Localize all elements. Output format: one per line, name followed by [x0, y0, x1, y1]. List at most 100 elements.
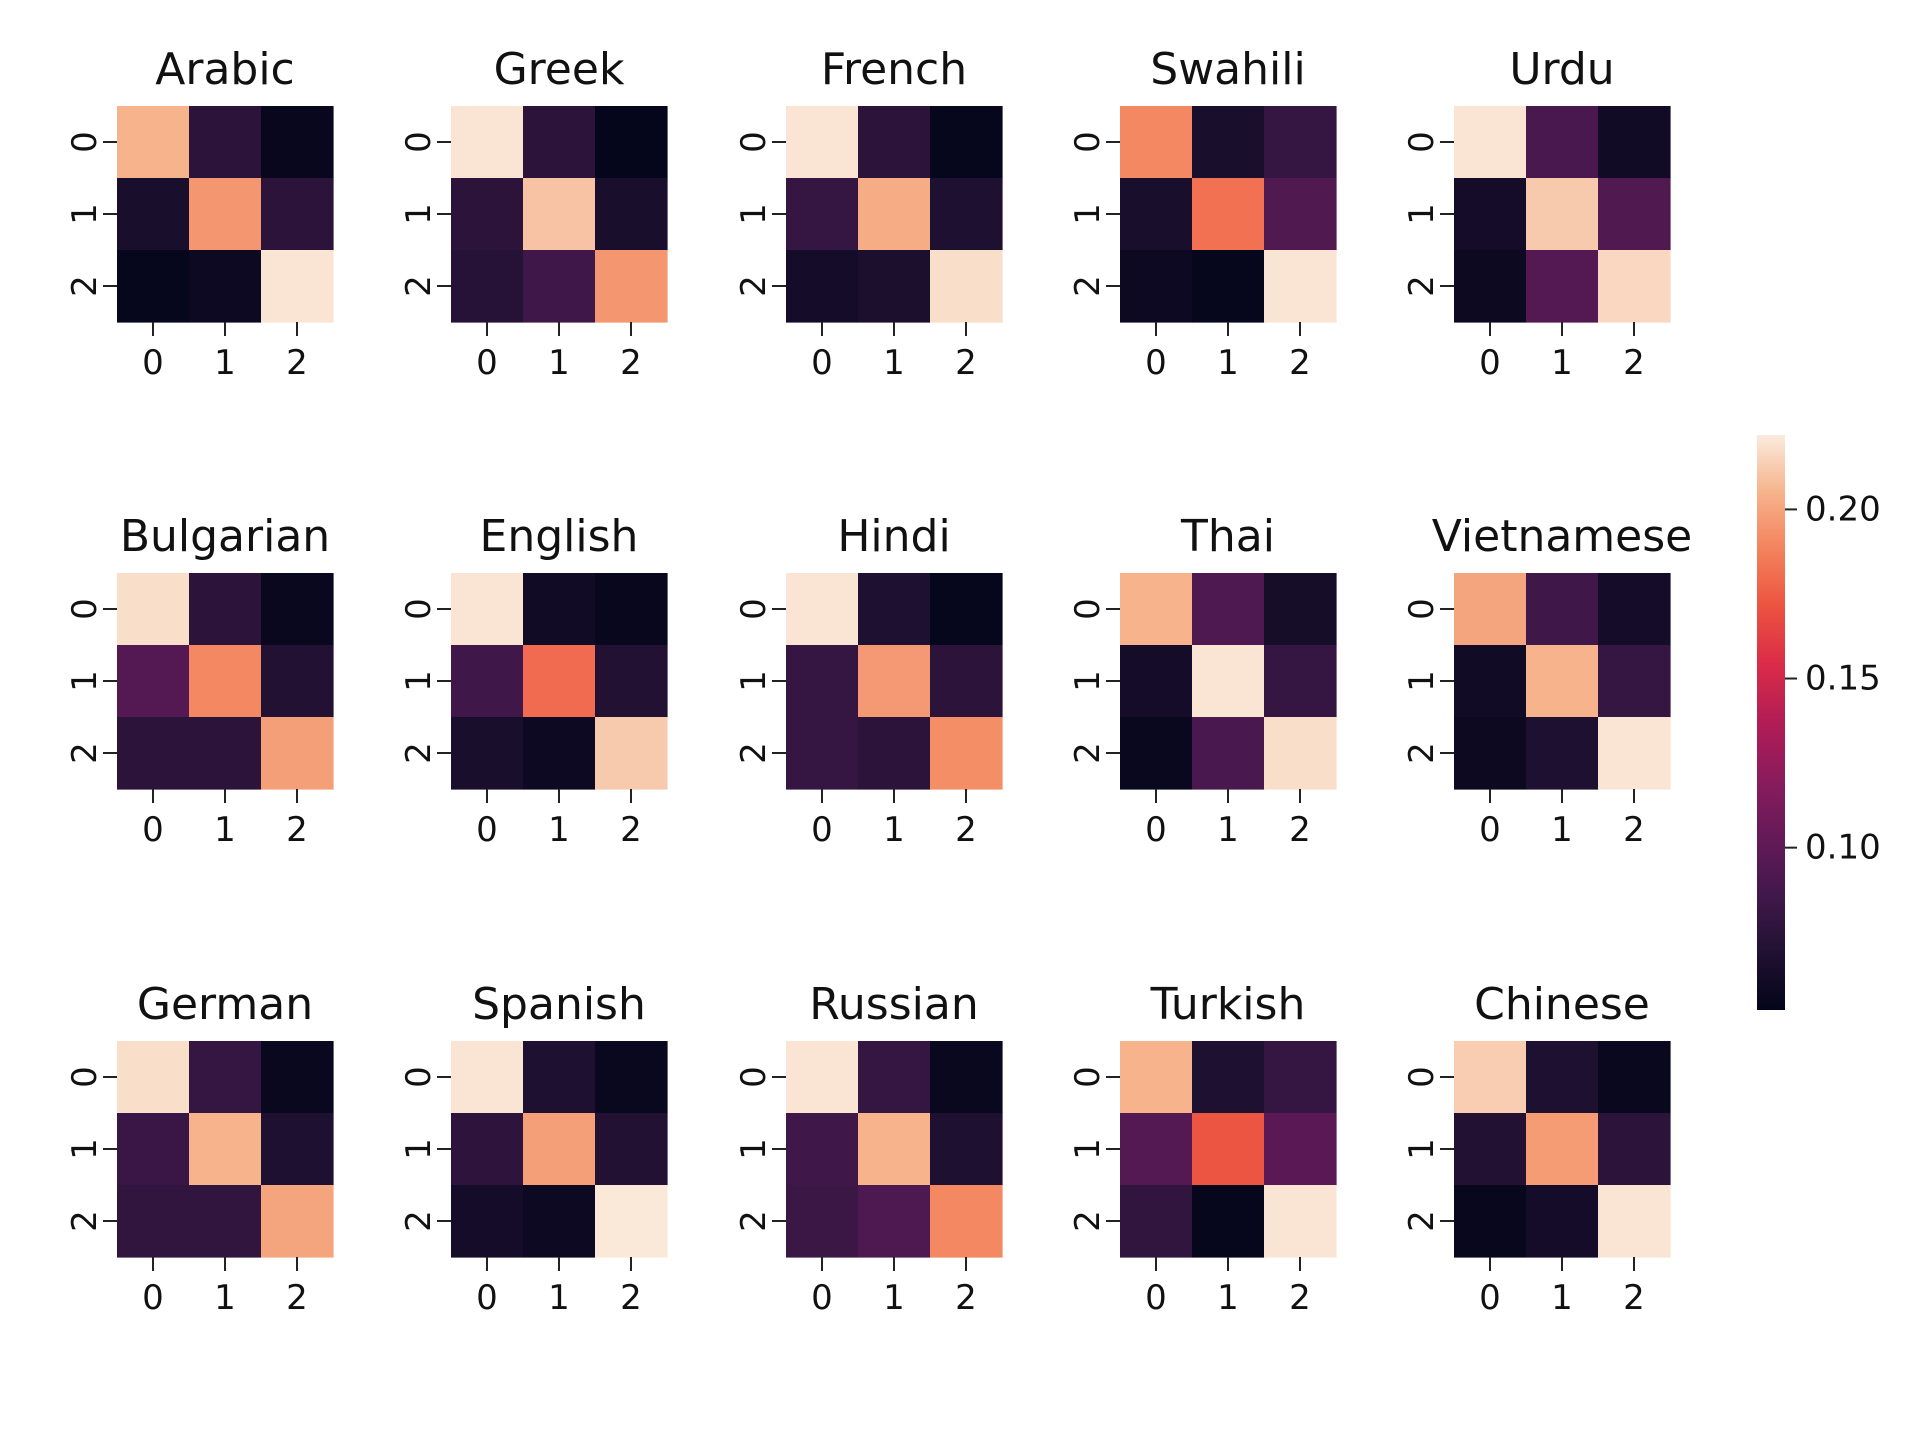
heatmap-cell-r0-c1: [1192, 1041, 1265, 1114]
heatmap-cell-r1-c1: [1192, 178, 1265, 251]
heatmap-panel-turkish: Turkish 0 1 2 0 1 2: [1068, 979, 1337, 1318]
heatmap-cell-r0-c2: [930, 1041, 1003, 1114]
heatmap-cell-r2-c2: [1264, 717, 1337, 790]
x-tick-label: 0: [1145, 810, 1167, 850]
heatmap-panel-french: French 0 1 2 0 1 2: [734, 44, 1003, 383]
x-tick-label: 0: [811, 343, 833, 383]
y-tick-label: 1: [734, 203, 774, 225]
y-tick-label: 1: [399, 203, 439, 225]
heatmap-cell-r0-c0: [1120, 106, 1193, 179]
y-tick-label: 0: [1402, 1066, 1442, 1088]
heatmap-cell-r2-c2: [261, 717, 334, 790]
x-tick-label: 2: [286, 810, 308, 850]
heatmap-cell-r0-c0: [786, 106, 859, 179]
panel-title: Chinese: [1474, 979, 1650, 1030]
heatmap-panel-arabic: Arabic 0 1 2 0 1 2: [65, 44, 334, 383]
x-tick-label: 1: [548, 343, 570, 383]
heatmap-cell-r1-c2: [1264, 645, 1337, 718]
heatmap-cell-r1-c2: [1598, 645, 1671, 718]
x-tick-label: 2: [620, 343, 642, 383]
heatmap-cell-r1-c0: [1120, 1113, 1193, 1186]
heatmap-cell-r2-c2: [595, 717, 668, 790]
x-tick-label: 0: [811, 810, 833, 850]
heatmap-cell-r1-c0: [451, 645, 524, 718]
y-tick-label: 1: [1402, 1138, 1442, 1160]
colorbar-tick-label: 0.10: [1805, 828, 1881, 868]
heatmap-panel-german: German 0 1 2 0 1 2: [65, 979, 334, 1318]
heatmap-cell-r0-c1: [1526, 573, 1599, 646]
heatmap-panel-spanish: Spanish 0 1 2 0 1 2: [399, 979, 668, 1318]
heatmap-cell-r1-c0: [1120, 178, 1193, 251]
heatmap-cell-r2-c1: [523, 717, 596, 790]
x-tick-label: 2: [1289, 810, 1311, 850]
heatmap-cell-r0-c2: [595, 1041, 668, 1114]
heatmap-cell-r2-c1: [189, 250, 262, 323]
x-tick-label: 1: [548, 1278, 570, 1318]
heatmap-panel-english: English 0 1 2 0 1 2: [399, 511, 668, 850]
x-tick-label: 0: [1145, 1278, 1167, 1318]
heatmap-cell-r2-c2: [1264, 1185, 1337, 1258]
y-tick-label: 0: [1068, 598, 1108, 620]
y-tick-label: 2: [65, 1210, 105, 1232]
heatmap-cell-r2-c2: [1598, 1185, 1671, 1258]
y-tick-label: 2: [65, 275, 105, 297]
panel-title: Swahili: [1150, 44, 1305, 95]
heatmap-cell-r0-c0: [786, 573, 859, 646]
heatmap-cell-r0-c1: [523, 1041, 596, 1114]
heatmap-cell-r0-c2: [261, 106, 334, 179]
heatmap-cell-r1-c1: [189, 1113, 262, 1186]
y-tick-label: 0: [65, 598, 105, 620]
y-tick-label: 1: [734, 1138, 774, 1160]
x-tick-label: 0: [1479, 343, 1501, 383]
x-tick-label: 2: [620, 810, 642, 850]
y-tick-label: 1: [1068, 203, 1108, 225]
y-tick-label: 1: [399, 1138, 439, 1160]
colorbar-gradient: [1757, 435, 1785, 1010]
heatmap-cell-r1-c1: [189, 178, 262, 251]
heatmap-cell-r0-c1: [523, 106, 596, 179]
heatmap-cell-r1-c2: [930, 645, 1003, 718]
y-tick-label: 0: [734, 1066, 774, 1088]
y-tick-label: 2: [399, 742, 439, 764]
heatmap-panel-thai: Thai 0 1 2 0 1 2: [1068, 511, 1337, 850]
heatmap-cell-r0-c2: [1598, 106, 1671, 179]
heatmap-cell-r0-c2: [1264, 106, 1337, 179]
x-tick-label: 1: [883, 1278, 905, 1318]
x-tick-label: 1: [883, 343, 905, 383]
x-tick-label: 2: [955, 810, 977, 850]
panel-title: English: [480, 511, 639, 562]
y-tick-label: 2: [1068, 275, 1108, 297]
x-tick-label: 2: [286, 1278, 308, 1318]
x-tick-label: 0: [142, 343, 164, 383]
x-tick-label: 1: [1217, 810, 1239, 850]
heatmap-cell-r2-c1: [189, 1185, 262, 1258]
y-tick-label: 1: [1068, 670, 1108, 692]
y-tick-label: 1: [1402, 203, 1442, 225]
colorbar-tick-label: 0.20: [1805, 489, 1881, 529]
heatmap-cell-r0-c0: [117, 1041, 190, 1114]
y-tick-label: 2: [734, 1210, 774, 1232]
heatmap-cell-r2-c1: [858, 1185, 931, 1258]
heatmap-cell-r0-c1: [858, 106, 931, 179]
heatmap-cell-r2-c0: [786, 250, 859, 323]
y-tick-label: 1: [1068, 1138, 1108, 1160]
y-tick-label: 2: [399, 275, 439, 297]
heatmap-cell-r1-c2: [595, 1113, 668, 1186]
heatmap-cell-r0-c0: [451, 106, 524, 179]
heatmap-cell-r2-c2: [930, 1185, 1003, 1258]
heatmap-cell-r1-c2: [261, 645, 334, 718]
heatmap-cell-r1-c1: [1192, 645, 1265, 718]
panel-title: Urdu: [1509, 44, 1614, 95]
x-tick-label: 1: [1217, 1278, 1239, 1318]
heatmap-cell-r2-c1: [523, 250, 596, 323]
panel-title: Spanish: [472, 979, 646, 1030]
heatmap-cell-r0-c2: [261, 573, 334, 646]
heatmap-cell-r1-c1: [523, 178, 596, 251]
heatmap-cell-r2-c2: [930, 250, 1003, 323]
heatmap-cell-r1-c1: [858, 1113, 931, 1186]
heatmap-cell-r1-c0: [1120, 645, 1193, 718]
panel-title: Bulgarian: [120, 511, 330, 562]
panel-title: Thai: [1180, 511, 1275, 562]
